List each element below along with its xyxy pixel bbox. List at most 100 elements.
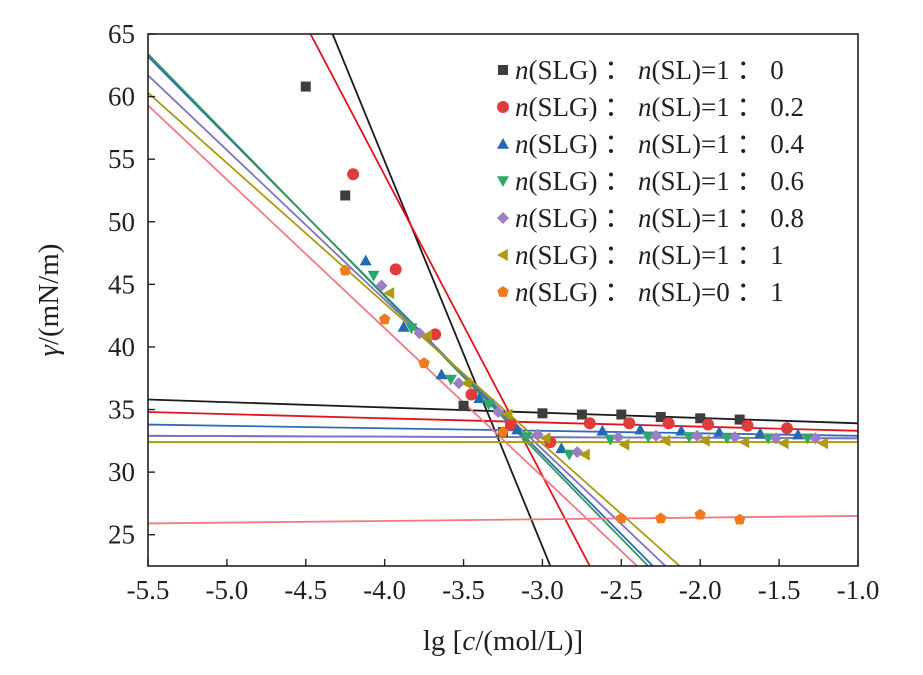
data-point-series-1	[300, 81, 311, 92]
x-tick-label: -4.5	[284, 575, 327, 605]
data-point-series-6	[421, 329, 433, 342]
data-point-series-6	[460, 377, 472, 390]
x-tick-label: -1.5	[758, 575, 801, 605]
data-point-series-2	[583, 417, 596, 430]
x-tick-label: -5.5	[127, 575, 170, 605]
data-point-series-6	[699, 434, 710, 447]
legend-marker-3	[497, 138, 509, 149]
data-point-series-4	[520, 432, 533, 444]
data-point-series-2	[504, 418, 517, 431]
data-point-series-6	[618, 438, 630, 451]
data-point-series-3	[511, 423, 524, 435]
legend-label-2: n(SLG) ： n(SL)=1 ： 0.2	[515, 92, 804, 122]
legend-label-7: n(SLG) ： n(SL)=0 ： 1	[515, 277, 784, 307]
x-tick-label: -4.0	[363, 575, 406, 605]
data-point-series-2	[623, 417, 636, 430]
legend-label-3: n(SLG) ： n(SL)=1 ： 0.4	[515, 129, 804, 159]
data-point-series-7	[734, 513, 746, 525]
y-axis-title: γ/(mN/m)	[33, 244, 65, 357]
fit-line-series-7	[148, 515, 858, 525]
legend-marker-1	[498, 65, 508, 75]
data-point-series-6	[539, 432, 551, 445]
legend: n(SLG) ： n(SL)=1 ： 0 n(SLG) ： n(SL)=1 ： 0…	[497, 55, 804, 307]
x-tick-label: -5.0	[206, 575, 249, 605]
data-point-series-3	[397, 320, 410, 332]
fit-line-series-1	[331, 34, 552, 566]
legend-marker-2	[497, 101, 509, 113]
x-tick-label: -2.0	[679, 575, 722, 605]
data-point-series-1	[695, 413, 706, 424]
data-point-series-4	[482, 399, 495, 411]
legend-label-6: n(SLG) ： n(SL)=1 ： 1	[515, 240, 784, 270]
data-point-series-5	[728, 431, 741, 444]
data-point-series-7	[339, 264, 351, 276]
y-tick-label: 40	[108, 332, 135, 362]
data-point-series-4	[367, 270, 380, 282]
data-point-series-5	[492, 406, 505, 418]
legend-label-1: n(SLG) ： n(SL)=1 ： 0	[515, 55, 784, 85]
data-point-series-1	[537, 408, 548, 419]
fit-line-series-2	[148, 411, 858, 432]
x-tick-label: -3.5	[442, 575, 485, 605]
data-point-series-5	[770, 432, 782, 445]
x-tick-label: -3.0	[521, 575, 564, 605]
data-point-series-6	[738, 436, 750, 449]
x-tick-label: -2.5	[600, 575, 643, 605]
data-point-series-1	[458, 400, 469, 411]
y-tick-label: 50	[108, 207, 135, 237]
x-tick-label: -1.0	[837, 575, 880, 605]
data-point-series-2	[702, 418, 715, 431]
data-point-series-4	[405, 323, 418, 335]
data-point-series-5	[531, 428, 544, 441]
data-point-series-7	[655, 512, 667, 524]
data-point-series-2	[429, 328, 442, 341]
data-point-series-2	[662, 417, 675, 430]
data-point-series-2	[465, 388, 478, 401]
data-point-series-3	[435, 368, 448, 380]
data-point-series-6	[659, 434, 671, 447]
x-axis-title: lg [c/(mol/L)]	[423, 625, 583, 657]
data-point-series-2	[741, 419, 754, 432]
data-point-series-7	[379, 313, 391, 325]
plot-frame	[147, 33, 859, 567]
y-tick-label: 35	[108, 395, 135, 425]
data-point-series-5	[691, 429, 704, 442]
data-point-series-1	[576, 409, 587, 420]
data-point-series-4	[444, 374, 457, 386]
data-point-series-7	[615, 512, 627, 524]
data-point-series-5	[650, 429, 662, 442]
data-point-series-3	[634, 423, 647, 435]
legend-marker-5	[497, 212, 509, 224]
y-tick-label: 45	[108, 269, 135, 299]
data-point-series-5	[809, 432, 822, 445]
data-point-series-6	[817, 437, 829, 450]
y-tick-label: 55	[108, 144, 135, 174]
data-point-series-4	[801, 433, 814, 445]
data-point-series-3	[473, 392, 486, 404]
y-axis: 25 30 35 40 45 50 55 60 65	[108, 19, 155, 550]
data-point-series-5	[612, 431, 625, 444]
fit-line-series-4	[148, 53, 649, 566]
data-point-series-1	[734, 414, 745, 425]
data-point-series-5	[571, 446, 584, 459]
data-point-series-2	[347, 168, 360, 181]
data-point-series-3	[596, 424, 609, 436]
data-point-series-4	[762, 433, 775, 445]
y-tick-label: 25	[108, 520, 135, 550]
legend-label-4: n(SLG) ： n(SL)=1 ： 0.6	[515, 166, 804, 196]
data-point-series-7	[418, 357, 430, 369]
legend-marker-6	[497, 249, 508, 261]
data-point-series-3	[792, 428, 804, 440]
data-point-series-5	[452, 377, 465, 390]
data-point-series-6	[501, 408, 513, 421]
data-point-series-5	[375, 279, 388, 292]
data-point-series-7	[497, 426, 509, 437]
data-point-series-7	[694, 508, 706, 520]
data-point-series-2	[781, 422, 793, 435]
fit-line-series-5	[148, 74, 667, 566]
data-point-series-3	[359, 254, 372, 266]
data-point-series-6	[777, 437, 789, 450]
data-markers	[300, 81, 829, 525]
data-point-series-1	[616, 409, 627, 420]
